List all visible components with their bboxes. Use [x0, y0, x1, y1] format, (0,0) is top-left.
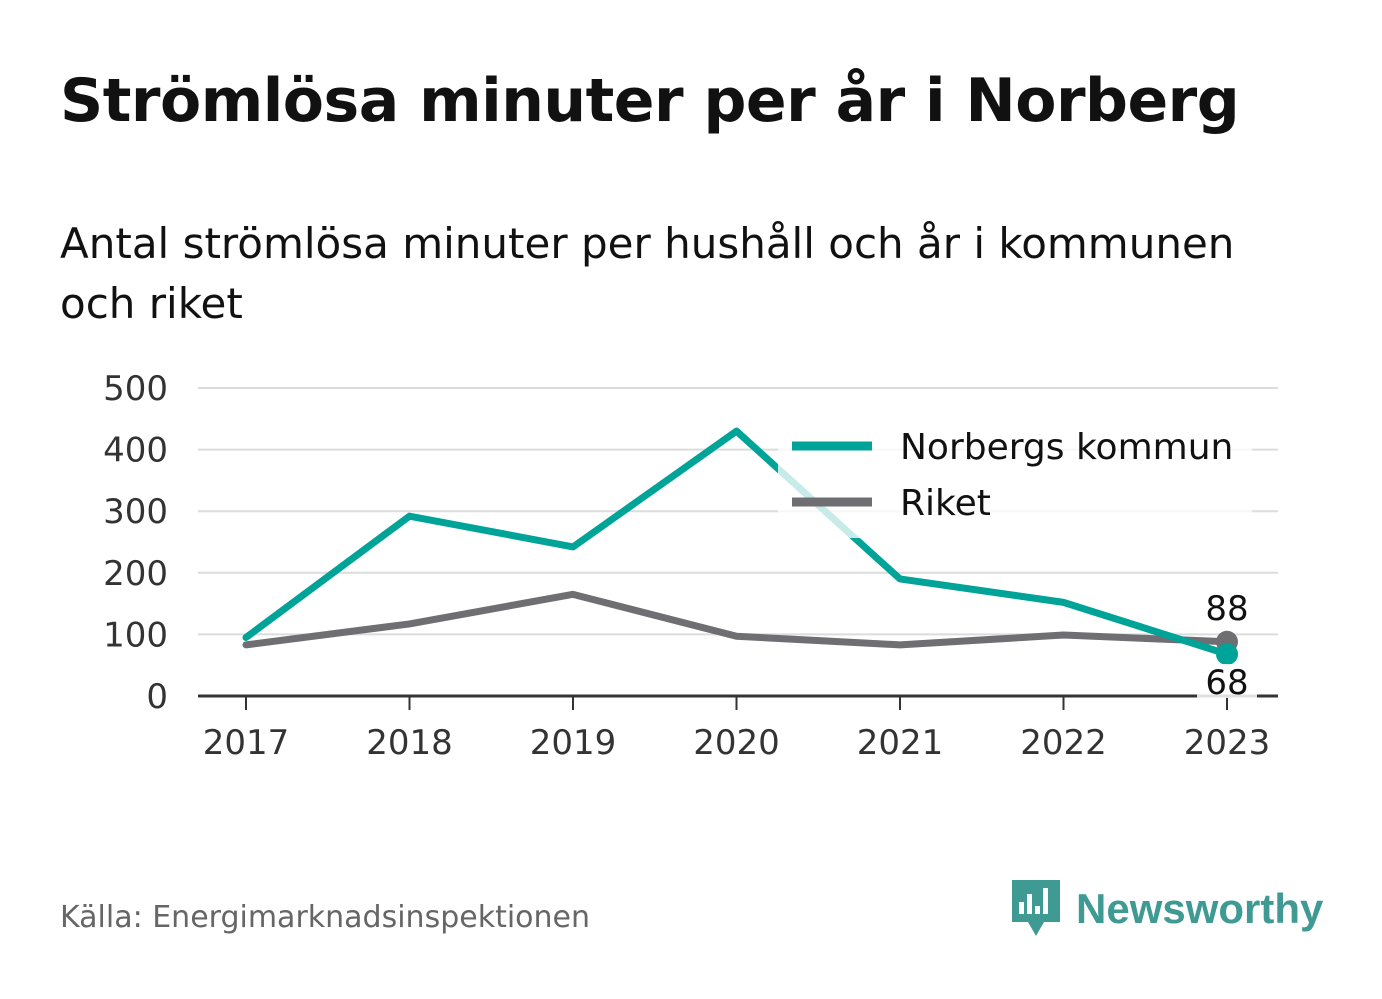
x-tick-label: 2019 — [530, 723, 617, 763]
y-tick-label: 0 — [146, 677, 168, 717]
legend-label: Norbergs kommun — [900, 427, 1233, 468]
brand-name: Newsworthy — [1076, 885, 1324, 932]
legend-label: Riket — [900, 483, 991, 524]
x-tick-label: 2017 — [203, 723, 290, 763]
y-tick-label: 500 — [103, 369, 168, 409]
y-tick-label: 300 — [103, 492, 168, 532]
x-axis-ticks: 2017 2018 2019 2020 2021 2022 2023 — [203, 696, 1271, 763]
x-tick-label: 2022 — [1020, 723, 1107, 763]
data-label-norbergs-kommun-2023: 68 — [1205, 663, 1248, 703]
x-tick-label: 2023 — [1184, 723, 1271, 763]
y-axis-ticks: 0 100 200 300 400 500 — [103, 369, 168, 717]
series-lines — [242, 427, 1231, 658]
chart-subtitle: Antal strömlösa minuter per hushåll och … — [60, 219, 1235, 328]
y-tick-label: 200 — [103, 554, 168, 594]
legend-background — [778, 418, 1252, 538]
x-tick-label: 2021 — [857, 723, 944, 763]
series-line-riket — [242, 590, 1231, 649]
brand-logo: Newsworthy — [1010, 878, 1323, 940]
x-tick-label: 2018 — [366, 723, 453, 763]
y-tick-label: 400 — [103, 431, 168, 471]
legend: Norbergs kommun Riket — [778, 418, 1252, 538]
series-line-norbergs-kommun — [242, 427, 1231, 658]
end-markers: 88 68 — [1197, 589, 1257, 703]
chart-title: Strömlösa minuter per år i Norberg — [60, 66, 1240, 136]
end-marker-norbergs-kommun — [1216, 643, 1238, 666]
data-label-riket-2023: 88 — [1205, 589, 1248, 629]
data-label-background — [1197, 664, 1257, 698]
x-tick-label: 2020 — [693, 723, 780, 763]
y-tick-label: 100 — [103, 615, 168, 655]
newsworthy-logo-icon — [1012, 880, 1060, 936]
source-note: Källa: Energimarknadsinspektionen — [60, 900, 591, 935]
